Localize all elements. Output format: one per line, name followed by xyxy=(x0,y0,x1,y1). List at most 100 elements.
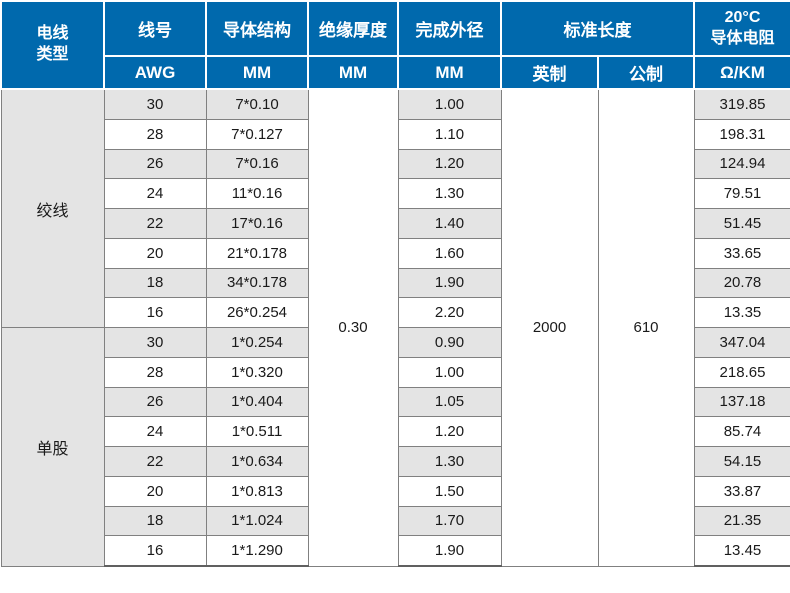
cell-resistance: 21.35 xyxy=(693,505,790,537)
cell-awg: 26 xyxy=(103,148,207,180)
cell-conductor: 17*0.16 xyxy=(205,208,309,239)
cell-resistance: 33.87 xyxy=(693,475,790,507)
header-conductor-resistance: 20°C 导体电阻 xyxy=(693,0,790,57)
table-row: 22 17*0.16 1.40 51.45 xyxy=(1,208,790,239)
cell-conductor: 26*0.254 xyxy=(205,297,309,328)
cell-length-imperial: 2000 xyxy=(500,88,599,567)
cell-od: 1.50 xyxy=(397,475,502,507)
cell-resistance: 85.74 xyxy=(693,416,790,447)
cell-od: 1.00 xyxy=(397,356,502,388)
header-outer-diameter: 完成外径 xyxy=(397,0,502,57)
cell-od: 2.20 xyxy=(397,297,502,328)
table-header: 电线 类型 线号 导体结构 绝缘厚度 完成外径 标准长度 20°C 导体电阻 A… xyxy=(0,0,790,90)
cell-awg: 18 xyxy=(103,267,207,299)
header-length-imperial: 英制 xyxy=(500,55,599,90)
cell-od: 1.05 xyxy=(397,386,502,418)
cell-conductor: 11*0.16 xyxy=(205,178,309,209)
table-row: 26 1*0.404 1.05 137.18 xyxy=(1,386,790,418)
table-row: 24 11*0.16 1.30 79.51 xyxy=(1,178,790,209)
table-row: 22 1*0.634 1.30 54.15 xyxy=(1,446,790,477)
cell-conductor: 7*0.16 xyxy=(205,148,309,180)
cell-od: 1.10 xyxy=(397,118,502,150)
cell-resistance: 33.65 xyxy=(693,237,790,269)
table-row: 24 1*0.511 1.20 85.74 xyxy=(1,416,790,447)
header-conductor-structure: 导体结构 xyxy=(205,0,309,57)
cell-conductor: 1*1.290 xyxy=(205,535,309,568)
header-unit-conductor-mm: MM xyxy=(205,55,309,90)
cell-resistance: 79.51 xyxy=(693,178,790,209)
table-row: 20 1*0.813 1.50 33.87 xyxy=(1,475,790,507)
cell-od: 1.30 xyxy=(397,178,502,209)
header-row-units: AWG MM MM MM 英制 公制 Ω/KM xyxy=(1,55,790,90)
cell-resistance: 347.04 xyxy=(693,327,790,358)
group-label-solid: 单股 xyxy=(0,327,105,567)
cell-awg: 16 xyxy=(103,297,207,328)
cell-awg: 20 xyxy=(103,237,207,269)
cell-od: 1.20 xyxy=(397,148,502,180)
table-row: 18 1*1.024 1.70 21.35 xyxy=(1,505,790,537)
cell-resistance: 54.15 xyxy=(693,446,790,477)
table-body: 绞线 30 7*0.10 0.30 1.00 2000 610 319.85 2… xyxy=(0,88,790,568)
table-row: 16 1*1.290 1.90 13.45 xyxy=(1,535,790,568)
cell-conductor: 1*0.813 xyxy=(205,475,309,507)
cell-od: 1.60 xyxy=(397,237,502,269)
cell-awg: 16 xyxy=(103,535,207,568)
cell-awg: 28 xyxy=(103,356,207,388)
cell-resistance: 319.85 xyxy=(693,88,790,120)
cell-awg: 18 xyxy=(103,505,207,537)
cell-awg: 24 xyxy=(103,178,207,209)
cell-awg: 30 xyxy=(103,327,207,358)
header-length-metric: 公制 xyxy=(597,55,695,90)
table-row: 绞线 30 7*0.10 0.30 1.00 2000 610 319.85 xyxy=(0,88,790,567)
cell-resistance: 20.78 xyxy=(693,267,790,299)
cell-length-metric: 610 xyxy=(597,88,695,567)
cell-od: 1.90 xyxy=(397,267,502,299)
cell-resistance: 51.45 xyxy=(693,208,790,239)
table-row: 18 34*0.178 1.90 20.78 xyxy=(1,267,790,299)
header-insulation-thickness: 绝缘厚度 xyxy=(307,0,399,57)
cell-conductor: 7*0.127 xyxy=(205,118,309,150)
header-standard-length: 标准长度 xyxy=(500,0,695,57)
cell-awg: 22 xyxy=(103,446,207,477)
table-row: 26 7*0.16 1.20 124.94 xyxy=(1,148,790,180)
table-row: 28 1*0.320 1.00 218.65 xyxy=(1,356,790,388)
cell-resistance: 13.45 xyxy=(693,535,790,568)
cell-conductor: 1*0.254 xyxy=(205,327,309,358)
cell-resistance: 124.94 xyxy=(693,148,790,180)
cell-conductor: 21*0.178 xyxy=(205,237,309,269)
header-unit-awg: AWG xyxy=(103,55,207,90)
header-wire-type: 电线 类型 xyxy=(0,0,105,90)
table-row: 20 21*0.178 1.60 33.65 xyxy=(1,237,790,269)
table-row: 16 26*0.254 2.20 13.35 xyxy=(1,297,790,328)
cell-insulation-thickness: 0.30 xyxy=(307,88,399,567)
cell-awg: 22 xyxy=(103,208,207,239)
group-label-stranded: 绞线 xyxy=(0,88,105,328)
table-row: 28 7*0.127 1.10 198.31 xyxy=(1,118,790,150)
header-wire-gauge: 线号 xyxy=(103,0,207,57)
cell-resistance: 137.18 xyxy=(693,386,790,418)
cell-od: 1.30 xyxy=(397,446,502,477)
cell-resistance: 198.31 xyxy=(693,118,790,150)
cell-awg: 24 xyxy=(103,416,207,447)
cell-od: 1.40 xyxy=(397,208,502,239)
cell-resistance: 218.65 xyxy=(693,356,790,388)
header-unit-resistance: Ω/KM xyxy=(693,55,790,90)
header-unit-insulation-mm: MM xyxy=(307,55,399,90)
header-row-labels: 电线 类型 线号 导体结构 绝缘厚度 完成外径 标准长度 20°C 导体电阻 xyxy=(0,0,790,90)
cell-od: 1.90 xyxy=(397,535,502,568)
cell-conductor: 1*1.024 xyxy=(205,505,309,537)
cell-od: 1.00 xyxy=(397,88,502,120)
cell-od: 0.90 xyxy=(397,327,502,358)
cell-resistance: 13.35 xyxy=(693,297,790,328)
cell-conductor: 1*0.634 xyxy=(205,446,309,477)
wire-spec-table: 电线 类型 线号 导体结构 绝缘厚度 完成外径 标准长度 20°C 导体电阻 A… xyxy=(0,0,790,568)
cell-od: 1.70 xyxy=(397,505,502,537)
cell-awg: 30 xyxy=(103,88,207,120)
cell-awg: 26 xyxy=(103,386,207,418)
cell-conductor: 1*0.511 xyxy=(205,416,309,447)
cell-od: 1.20 xyxy=(397,416,502,447)
cell-conductor: 1*0.404 xyxy=(205,386,309,418)
cell-conductor: 7*0.10 xyxy=(205,88,309,120)
cell-awg: 28 xyxy=(103,118,207,150)
